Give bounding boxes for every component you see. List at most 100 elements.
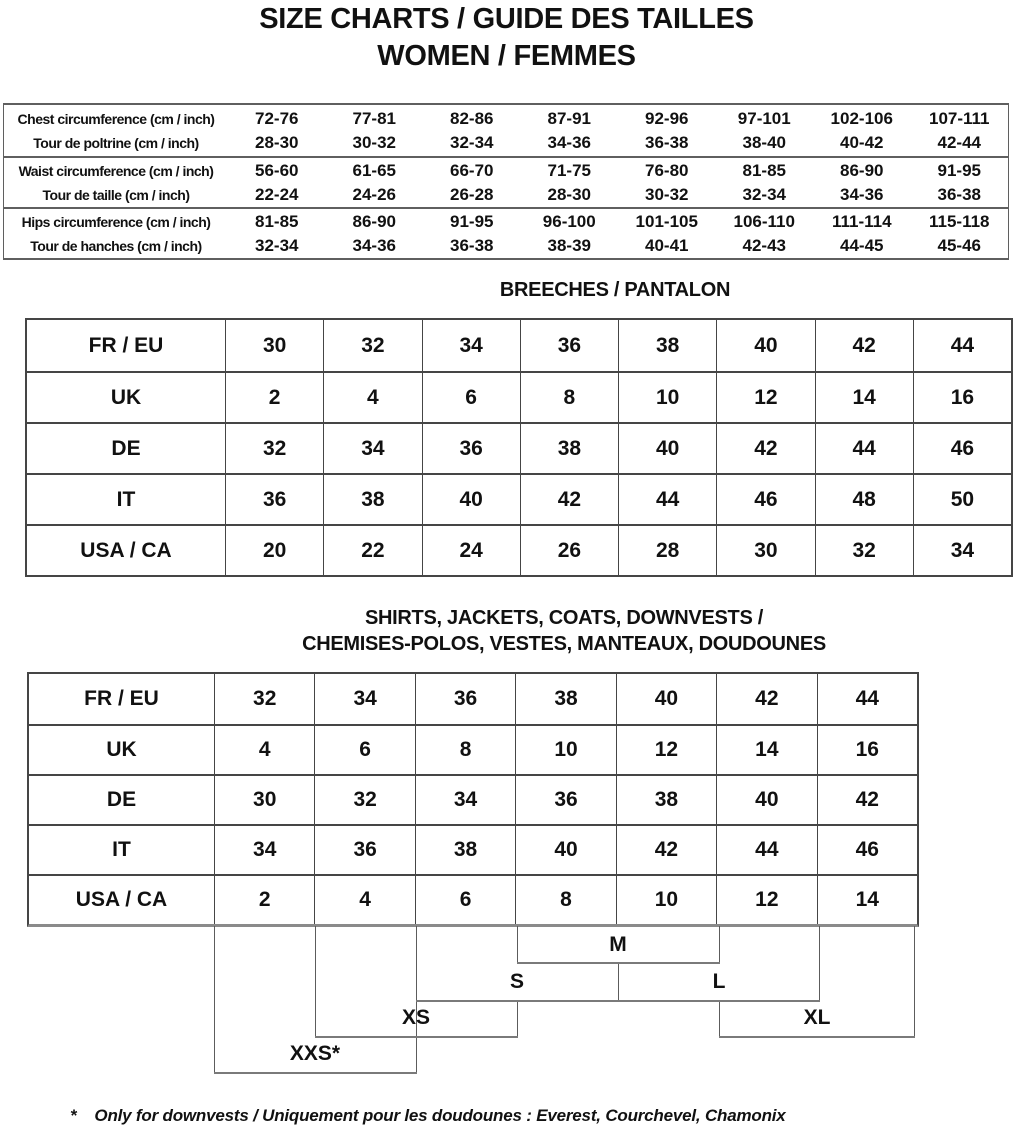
measurement-value-cell-line: 96-100 xyxy=(542,211,596,231)
breeches-size-cell-line: 20 xyxy=(262,538,287,562)
breeches-size-cell-line: 36 xyxy=(262,487,287,511)
shirts-row-label: FR / EU xyxy=(29,674,214,724)
shirts-size-cell-line: 36 xyxy=(353,838,377,861)
breeches-size-cell-line: 46 xyxy=(950,436,975,460)
breeches-size-cell: 28 xyxy=(618,524,717,575)
breeches-size-cell: 46 xyxy=(912,422,1011,473)
measurement-value-cell-line: 107-111 xyxy=(928,108,990,128)
shirts-row-label-line: USA / CA xyxy=(75,888,168,911)
measurement-value-cell: 81-85 32-34 xyxy=(228,207,326,258)
measurement-row-label-line: Chest circumference (cm / inch) xyxy=(17,110,215,127)
shirts-size-cell-line: 8 xyxy=(560,888,572,911)
shirts-size-cell: 32 xyxy=(314,774,415,824)
measurement-value-cell: 101-105 40-41 xyxy=(618,207,716,258)
breeches-size-cell: 36 xyxy=(421,422,520,473)
breeches-size-cell-line: 42 xyxy=(852,333,876,357)
measurement-value-cell-line: 45-46 xyxy=(937,235,981,255)
shirts-size-cell-line: 44 xyxy=(855,687,879,710)
shirts-size-cell-line: 46 xyxy=(855,838,879,861)
size-bracket-label-l: L xyxy=(712,970,726,993)
measurement-value-cell: 111-114 44-45 xyxy=(813,207,911,258)
breeches-size-cell: 32 xyxy=(323,320,421,371)
shirts-size-cell: 16 xyxy=(816,724,917,774)
shirts-size-cell-line: 14 xyxy=(855,888,879,911)
bracket-line xyxy=(819,926,820,1002)
breeches-size-cell-line: 24 xyxy=(459,538,483,562)
breeches-size-cell: 34 xyxy=(323,422,422,473)
breeches-size-cell: 42 xyxy=(519,473,618,524)
breeches-row-label-line: FR / EU xyxy=(88,333,164,357)
breeches-size-cell-line: 34 xyxy=(950,538,975,562)
breeches-size-cell-line: 6 xyxy=(465,385,477,409)
breeches-size-cell-line: 36 xyxy=(557,333,582,357)
breeches-size-cell: 48 xyxy=(814,473,913,524)
breeches-size-cell: 22 xyxy=(323,524,422,575)
breeches-size-cell: 16 xyxy=(912,371,1011,422)
shirts-row-label: USA / CA xyxy=(29,874,214,924)
measurement-value-cell-line: 91-95 xyxy=(937,160,981,180)
breeches-size-cell: 10 xyxy=(618,371,717,422)
shirts-size-cell-line: 32 xyxy=(253,687,277,710)
measurement-value-cell-line: 34-36 xyxy=(547,132,591,152)
breeches-size-cell: 40 xyxy=(618,422,717,473)
breeches-size-cell-line: 34 xyxy=(459,333,483,357)
breeches-size-cell: 42 xyxy=(716,422,815,473)
breeches-size-cell: 24 xyxy=(421,524,520,575)
bracket-line xyxy=(315,1036,518,1038)
shirts-size-cell-line: 38 xyxy=(654,788,679,811)
footnote-text: Only for downvests / Uniquement pour les… xyxy=(94,1106,786,1125)
breeches-size-cell-line: 40 xyxy=(459,487,483,511)
breeches-size-cell-line: 44 xyxy=(852,436,876,460)
size-bracket-label-xl: XL xyxy=(803,1006,831,1029)
shirts-size-cell-line: 6 xyxy=(459,888,472,911)
shirts-size-cell: 36 xyxy=(314,824,415,874)
measurement-value-cell: 91-95 36-38 xyxy=(910,156,1008,207)
breeches-size-cell: 44 xyxy=(814,422,913,473)
shirts-size-cell-line: 32 xyxy=(353,788,377,811)
shirts-size-cell: 40 xyxy=(615,674,716,724)
shirts-size-cell-line: 34 xyxy=(253,838,277,861)
shirts-size-cell-line: 42 xyxy=(855,788,879,811)
breeches-size-cell: 36 xyxy=(225,473,324,524)
measurement-value-cell-line: 71-75 xyxy=(547,160,591,180)
breeches-size-table: FR / EU 30 32 34 36 38 40 42 44 UK 2 4 6 8 10 12 14 16 DE 3… xyxy=(25,318,1013,577)
breeches-size-cell: 32 xyxy=(814,524,913,575)
breeches-size-cell-line: 34 xyxy=(361,436,385,460)
footnote-marker: * xyxy=(70,1106,77,1125)
bracket-line xyxy=(214,926,215,1074)
measurement-value-cell: 66-70 26-28 xyxy=(423,156,521,207)
breeches-size-cell: 12 xyxy=(716,371,815,422)
shirts-size-cell-line: 34 xyxy=(353,687,377,710)
measurement-row-label-line: Hips circumference (cm / inch) xyxy=(21,213,211,230)
shirts-size-cell: 14 xyxy=(716,724,817,774)
breeches-size-cell: 44 xyxy=(618,473,717,524)
shirts-size-table: FR / EU 32 34 36 38 40 42 44 UK 4 6 8 10 12 14 16 DE 30 32… xyxy=(27,672,919,927)
measurement-value-cell: 115-118 45-46 xyxy=(910,207,1008,258)
breeches-size-cell: 26 xyxy=(519,524,618,575)
breeches-size-cell-line: 32 xyxy=(361,333,385,357)
measurement-value-cell-line: 66-70 xyxy=(450,160,494,180)
shirts-section-heading: SHIRTS, JACKETS, COATS, DOWNVESTS / CHEM… xyxy=(213,605,915,657)
measurement-value-cell-line: 28-30 xyxy=(547,184,591,204)
measurement-value-cell-line: 106-110 xyxy=(733,211,795,231)
breeches-size-cell-line: 4 xyxy=(367,385,379,409)
shirts-size-cell: 34 xyxy=(314,674,414,724)
shirts-row-label-line: UK xyxy=(106,738,137,761)
page-title: SIZE CHARTS / GUIDE DES TAILLES WOMEN / … xyxy=(0,1,1013,75)
measurement-value-cell: 72-76 28-30 xyxy=(228,105,326,156)
measurement-value-cell-line: 81-85 xyxy=(742,160,786,180)
breeches-size-cell-line: 12 xyxy=(754,385,778,409)
shirts-size-cell: 40 xyxy=(515,824,616,874)
shirts-size-cell: 44 xyxy=(816,674,917,724)
breeches-size-cell-line: 26 xyxy=(557,538,582,562)
shirts-size-cell-line: 12 xyxy=(654,738,679,761)
shirts-size-cell: 30 xyxy=(214,774,315,824)
measurement-value-cell-line: 77-81 xyxy=(352,108,396,128)
measurement-value-cell-line: 102-106 xyxy=(830,108,893,128)
breeches-size-cell: 42 xyxy=(814,320,913,371)
bracket-line xyxy=(914,926,915,1038)
measurement-value-cell-line: 101-105 xyxy=(635,211,698,231)
measurement-value-cell-line: 81-85 xyxy=(255,211,299,231)
bracket-line xyxy=(517,926,518,964)
